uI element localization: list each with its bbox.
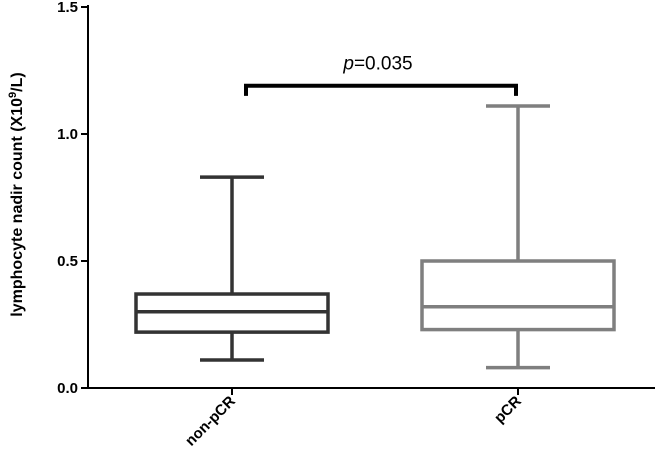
boxes <box>134 104 616 370</box>
x-tick-label: pCR <box>491 393 525 427</box>
y-axis-label: lymphocyte nadir count (X109/L) <box>7 72 26 316</box>
y-ticks: 0.0 0.5 1.0 1.5 <box>57 0 88 397</box>
significance-annotation: p=0.035 <box>244 54 518 96</box>
box-pCR <box>420 104 616 370</box>
y-tick-label: 1.5 <box>57 0 78 16</box>
y-tick-label: 0.0 <box>57 380 78 397</box>
y-tick-label: 0.5 <box>57 253 78 270</box>
box-non-pCR <box>134 175 330 362</box>
y-tick-label: 1.0 <box>57 126 78 143</box>
x-tick-labels: non-pCR pCR <box>182 388 525 450</box>
significance-bracket <box>244 83 518 96</box>
x-tick-label: non-pCR <box>182 393 239 450</box>
axes <box>87 5 655 389</box>
iqr-box <box>420 259 616 332</box>
p-value-label: p=0.035 <box>342 54 412 75</box>
